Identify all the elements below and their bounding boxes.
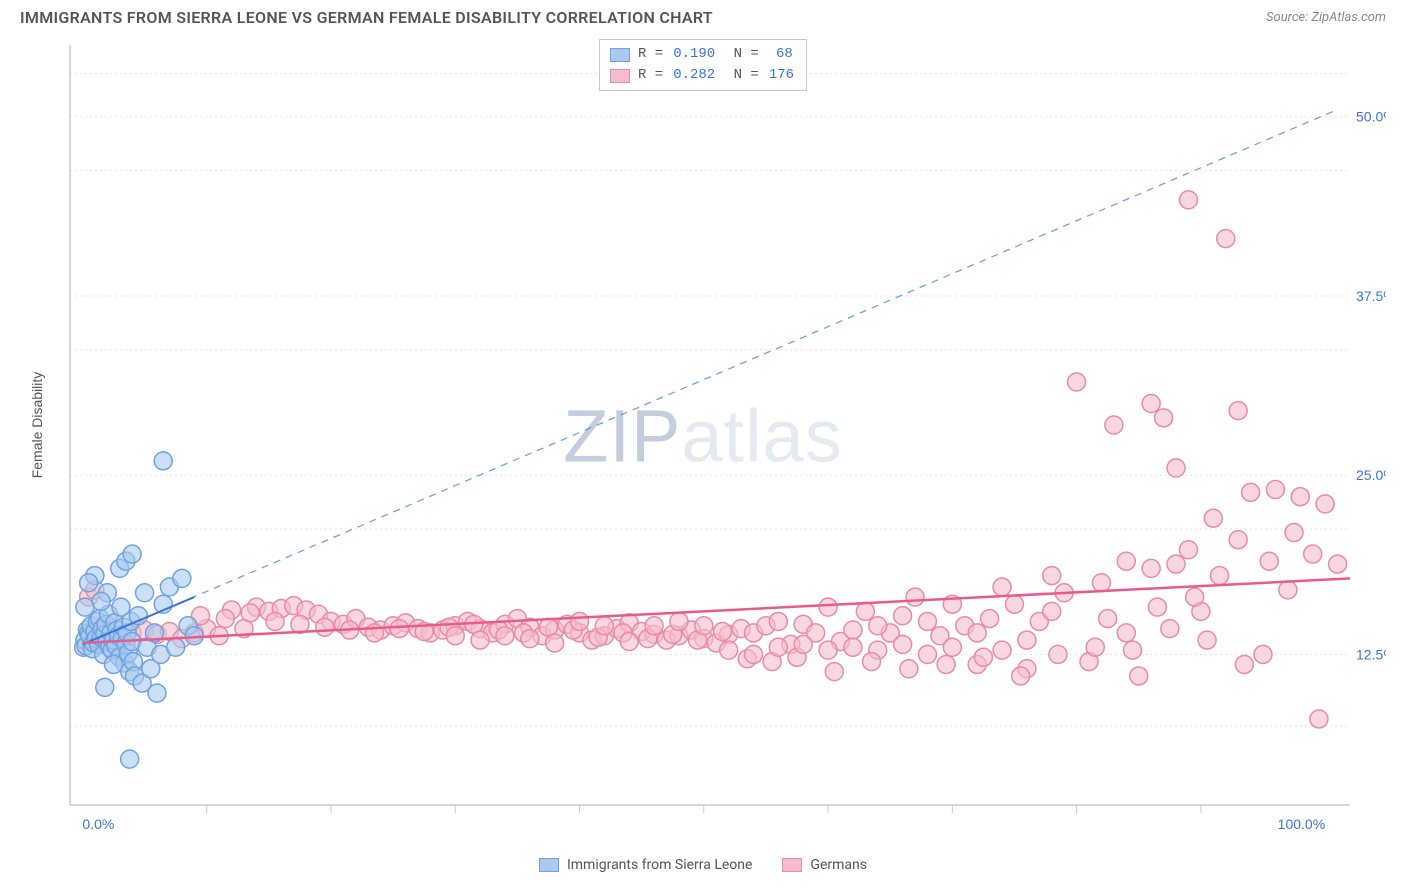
svg-text:25.0%: 25.0% — [1356, 467, 1386, 483]
n-value-2: 176 — [767, 65, 796, 86]
svg-text:0.0%: 0.0% — [82, 816, 114, 832]
correlation-stats-box: R =0.190 N =68 R =0.282 N =176 — [599, 39, 807, 91]
scatter-chart: 0.0% 100.0% 12.5% 25.0% 37.5% 50.0% Female Dis… — [20, 33, 1386, 873]
legend-label-1: Immigrants from Sierra Leone — [567, 857, 752, 873]
legend-item-1: Immigrants from Sierra Leone — [539, 857, 752, 873]
n-value-1: 68 — [767, 44, 795, 65]
svg-text:50.0%: 50.0% — [1356, 109, 1386, 125]
swatch-series1 — [610, 48, 630, 62]
r-value-2: 0.282 — [671, 65, 717, 86]
svg-text:100.0%: 100.0% — [1278, 816, 1325, 832]
stats-row-series2: R =0.282 N =176 — [610, 65, 796, 86]
legend-item-2: Germans — [782, 857, 867, 873]
chart-title: IMMIGRANTS FROM SIERRA LEONE VS GERMAN F… — [20, 8, 713, 27]
source-attribution: Source: ZipAtlas.com — [1266, 10, 1386, 25]
swatch-legend-2 — [782, 858, 802, 872]
swatch-legend-1 — [539, 858, 559, 872]
svg-text:37.5%: 37.5% — [1356, 288, 1386, 304]
svg-text:Female Disability: Female Disability — [29, 372, 45, 479]
swatch-series2 — [610, 69, 630, 83]
stats-row-series1: R =0.190 N =68 — [610, 44, 796, 65]
r-value-1: 0.190 — [671, 44, 717, 65]
svg-text:12.5%: 12.5% — [1356, 646, 1386, 662]
x-axis-legend: Immigrants from Sierra Leone Germans — [20, 857, 1386, 873]
legend-label-2: Germans — [810, 857, 867, 873]
